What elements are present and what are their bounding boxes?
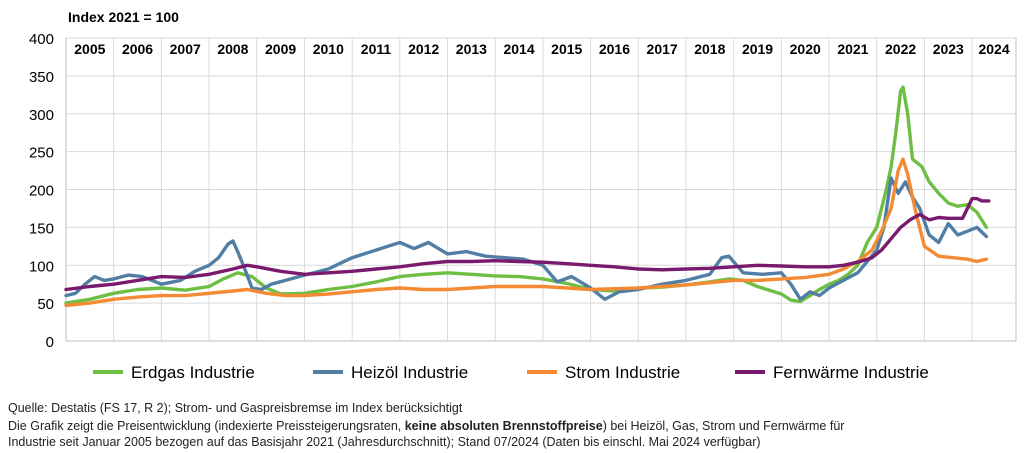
series-heizoel-industrie: [64, 176, 989, 301]
year-label: 2022: [885, 41, 916, 57]
legend-item: Fernwärme Industrie: [735, 363, 929, 382]
source-note: Quelle: Destatis (FS 17, R 2); Strom- un…: [8, 401, 463, 415]
series-strom-industrie: [64, 157, 989, 308]
legend-item: Strom Industrie: [527, 363, 680, 382]
year-label: 2013: [456, 41, 487, 57]
year-label: 2017: [647, 41, 678, 57]
line-chart: 2005 2006 2007 2008 2009 2010 2011 2012 2013 2014…: [29, 9, 1017, 382]
legend-label: Fernwärme Industrie: [773, 363, 929, 382]
grid-lines: [66, 37, 1016, 341]
year-label: 2007: [170, 41, 201, 57]
y-tick-label: 250: [29, 145, 54, 162]
year-label: 2008: [217, 41, 248, 57]
year-label: 2009: [265, 41, 296, 57]
year-label: 2015: [551, 41, 582, 57]
y-tick-label: 400: [29, 31, 54, 48]
legend-label: Strom Industrie: [565, 363, 680, 382]
description-post: ) bei Heizöl, Gas, Strom und Fernwärme f…: [602, 419, 845, 433]
year-label: 2006: [122, 41, 153, 57]
year-label: 2019: [742, 41, 773, 57]
year-label: 2010: [313, 41, 344, 57]
description-bold: keine absoluten Brennstoffpreise: [404, 419, 603, 433]
description-line-2: Industrie seit Januar 2005 bezogen auf d…: [8, 435, 761, 449]
y-axis-ticks: 0 50 100 150 200 250 300 350 400: [29, 31, 54, 351]
year-label: 2024: [978, 41, 1009, 57]
y-tick-label: 0: [46, 334, 54, 351]
description-line-1: Die Grafik zeigt die Preisentwicklung (i…: [8, 419, 844, 433]
legend-label: Heizöl Industrie: [351, 363, 468, 382]
year-label: 2014: [503, 41, 534, 57]
description-pre: Die Grafik zeigt die Preisentwicklung (i…: [8, 419, 405, 433]
year-label: 2012: [408, 41, 439, 57]
legend-item: Heizöl Industrie: [313, 363, 468, 382]
legend: Erdgas Industrie Heizöl Industrie Strom In…: [93, 363, 929, 382]
y-tick-label: 150: [29, 220, 54, 237]
year-label: 2005: [74, 41, 105, 57]
year-label: 2016: [599, 41, 630, 57]
chart-title: Index 2021 = 100: [68, 9, 179, 25]
year-label: 2020: [790, 41, 821, 57]
legend-label: Erdgas Industrie: [131, 363, 255, 382]
year-label: 2023: [933, 41, 964, 57]
year-label: 2011: [361, 41, 392, 57]
y-tick-label: 200: [29, 183, 54, 200]
y-tick-label: 300: [29, 107, 54, 124]
year-label: 2018: [694, 41, 725, 57]
series-lines: [64, 85, 991, 308]
year-label: 2021: [837, 41, 868, 57]
y-tick-label: 100: [29, 258, 54, 275]
year-labels: 2005 2006 2007 2008 2009 2010 2011 2012 2013 2014…: [74, 41, 1010, 57]
y-tick-label: 350: [29, 69, 54, 86]
y-tick-label: 50: [37, 296, 54, 313]
legend-item: Erdgas Industrie: [93, 363, 255, 382]
series-fernwaerme-industrie: [64, 196, 991, 292]
